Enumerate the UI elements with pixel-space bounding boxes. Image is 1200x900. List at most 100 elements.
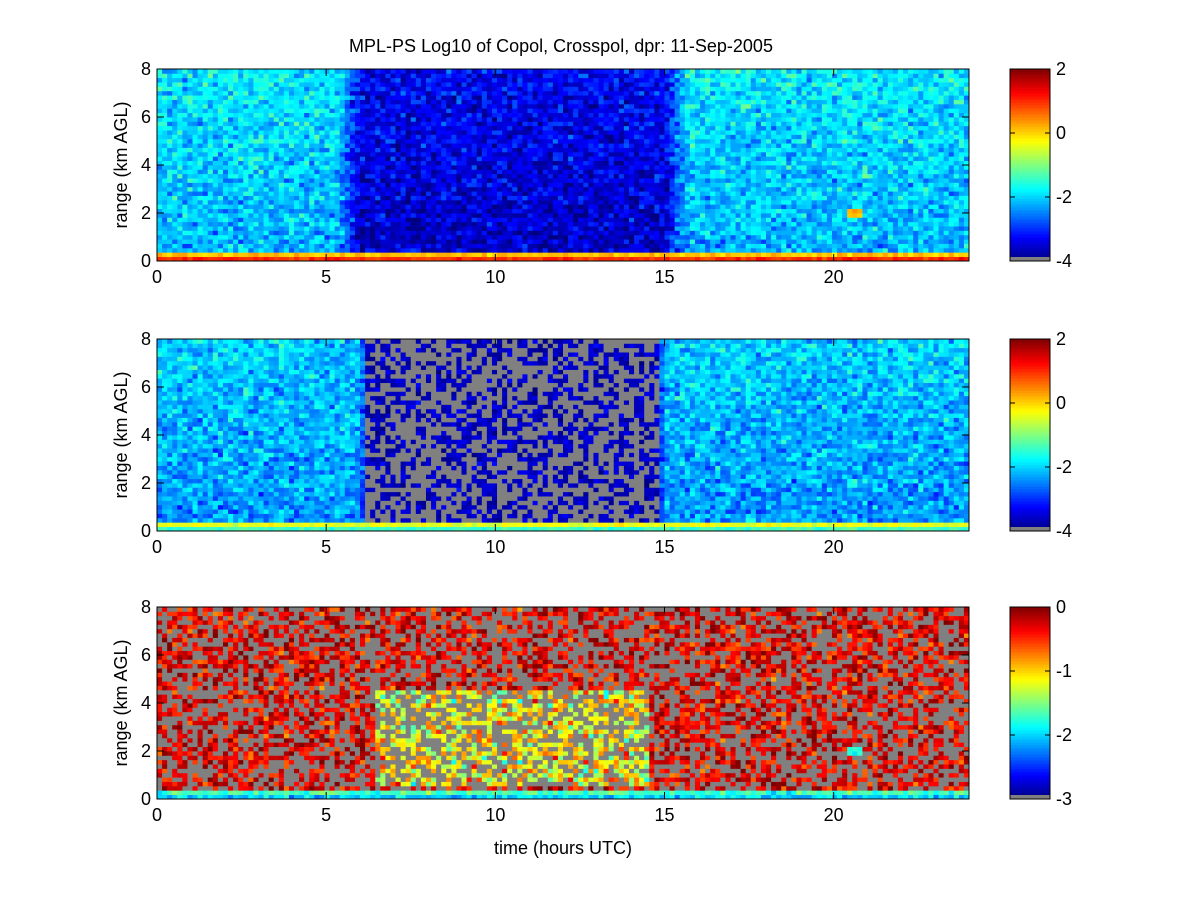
heatmap-cell	[563, 235, 568, 240]
heatmap-cell	[340, 213, 345, 218]
heatmap-cell	[233, 209, 238, 214]
heatmap-cell	[289, 100, 294, 105]
heatmap-cell	[629, 209, 634, 214]
heatmap-cell	[335, 82, 340, 87]
heatmap-cell	[340, 156, 345, 161]
heatmap-cell	[350, 148, 355, 153]
heatmap-cell	[162, 178, 167, 183]
heatmap-cell	[675, 230, 680, 235]
heatmap-cell	[715, 174, 720, 179]
heatmap-cell	[472, 174, 477, 179]
heatmap-cell	[401, 169, 406, 174]
heatmap-cell	[299, 204, 304, 209]
heatmap-cell	[365, 143, 370, 148]
heatmap-cell	[157, 156, 162, 161]
heatmap-cell	[583, 100, 588, 105]
heatmap-cell	[538, 91, 543, 96]
heatmap-cell	[314, 213, 319, 218]
heatmap-cell	[380, 156, 385, 161]
heatmap-cell	[558, 165, 563, 170]
heatmap-cell	[456, 104, 461, 109]
heatmap-cell	[411, 226, 416, 231]
heatmap-cell	[421, 244, 426, 249]
heatmap-cell	[314, 121, 319, 126]
heatmap-cell	[401, 139, 406, 144]
heatmap-cell	[533, 169, 538, 174]
heatmap-cell	[690, 161, 695, 166]
heatmap-cell	[644, 86, 649, 91]
heatmap-cell	[304, 217, 309, 222]
heatmap-cell	[456, 161, 461, 166]
heatmap-cell	[456, 222, 461, 227]
heatmap-cell	[588, 113, 593, 118]
heatmap-cell	[330, 165, 335, 170]
heatmap-cell	[375, 95, 380, 100]
heatmap-cell	[436, 204, 441, 209]
heatmap-cell	[533, 78, 538, 83]
heatmap-cell	[659, 156, 664, 161]
heatmap-cell	[604, 230, 609, 235]
heatmap-cell	[599, 91, 604, 96]
heatmap-cell	[177, 121, 182, 126]
heatmap-cell	[695, 152, 700, 157]
heatmap-cell	[335, 217, 340, 222]
heatmap-cell	[675, 178, 680, 183]
heatmap-cell	[659, 191, 664, 196]
heatmap-cell	[527, 191, 532, 196]
heatmap-cell	[685, 104, 690, 109]
heatmap-cell	[609, 156, 614, 161]
heatmap-cell	[634, 196, 639, 201]
heatmap-cell	[507, 139, 512, 144]
heatmap-cell	[654, 239, 659, 244]
heatmap-cell	[350, 86, 355, 91]
heatmap-cell	[248, 187, 253, 192]
heatmap-cell	[467, 130, 472, 135]
heatmap-cell	[182, 139, 187, 144]
heatmap-cell	[543, 126, 548, 131]
heatmap-cell	[238, 209, 243, 214]
heatmap-cell	[670, 244, 675, 249]
heatmap-cell	[350, 69, 355, 74]
heatmap-cell	[335, 200, 340, 205]
heatmap-cell	[355, 182, 360, 187]
heatmap-cell	[177, 209, 182, 214]
heatmap-cell	[670, 100, 675, 105]
heatmap-cell	[619, 139, 624, 144]
heatmap-cell	[593, 152, 598, 157]
heatmap-cell	[538, 104, 543, 109]
heatmap-cell	[441, 244, 446, 249]
heatmap-cell	[456, 182, 461, 187]
heatmap-cell	[253, 174, 258, 179]
heatmap-cell	[715, 178, 720, 183]
heatmap-cell	[695, 182, 700, 187]
heatmap-cell	[725, 248, 730, 253]
heatmap-cell	[502, 152, 507, 157]
heatmap-cell	[370, 91, 375, 96]
heatmap-cell	[659, 213, 664, 218]
heatmap-cell	[482, 113, 487, 118]
heatmap-cell	[639, 239, 644, 244]
heatmap-cell	[548, 117, 553, 122]
heatmap-cell	[456, 108, 461, 113]
heatmap-cell	[644, 121, 649, 126]
heatmap-cell	[456, 230, 461, 235]
heatmap-cell	[289, 104, 294, 109]
heatmap-cell	[685, 100, 690, 105]
heatmap-cell	[203, 213, 208, 218]
heatmap-cell	[385, 69, 390, 74]
heatmap-cell	[309, 78, 314, 83]
heatmap-cell	[162, 187, 167, 192]
heatmap-cell	[512, 108, 517, 113]
heatmap-cell	[385, 174, 390, 179]
heatmap-cell	[604, 130, 609, 135]
heatmap-cell	[695, 130, 700, 135]
heatmap-cell	[390, 130, 395, 135]
heatmap-cell	[472, 148, 477, 153]
heatmap-cell	[538, 187, 543, 192]
heatmap-cell	[680, 126, 685, 131]
heatmap-cell	[624, 244, 629, 249]
heatmap-cell	[568, 248, 573, 253]
heatmap-cell	[538, 152, 543, 157]
heatmap-cell	[233, 100, 238, 105]
heatmap-cell	[360, 196, 365, 201]
